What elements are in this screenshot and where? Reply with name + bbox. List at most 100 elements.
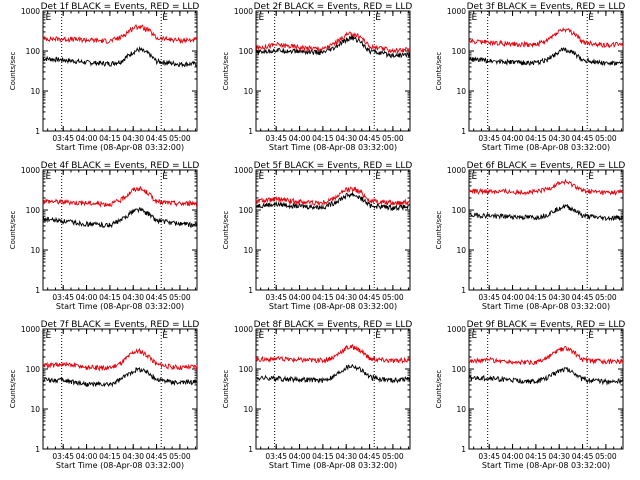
x-tick-label: 04:45	[359, 293, 381, 302]
plot-frame	[255, 10, 411, 132]
y-axis-label: Counts/sec	[9, 370, 17, 409]
x-tick-label: 04:15	[312, 134, 334, 143]
y-tick-label: 100	[452, 47, 467, 56]
y-tick-label: 1000	[447, 7, 466, 16]
series-lld-line	[42, 23, 198, 45]
e-marker-label: E	[375, 172, 381, 182]
x-tick-label: 04:00	[502, 293, 524, 302]
x-tick-label: 05:00	[382, 452, 404, 461]
y-tick-label: 10	[243, 246, 253, 255]
x-tick-label: 05:00	[595, 452, 617, 461]
y-tick-label: 100	[26, 206, 41, 215]
y-tick-label: 100	[239, 365, 254, 374]
series-events-line	[468, 366, 624, 386]
series-events-line	[42, 366, 198, 388]
e-marker-label: E	[162, 172, 168, 182]
x-axis-label: Start Time (08-Apr-08 03:32:00)	[56, 143, 184, 152]
e-marker-label: E	[259, 331, 265, 341]
series-lld-line	[468, 345, 624, 366]
detector-panel-3: Det 3f BLACK = Events, RED = LLD 1 10 100 10…	[435, 2, 625, 152]
x-tick-label: 04:30	[548, 452, 570, 461]
plot-frame	[255, 328, 411, 450]
panel-title: Det 8f BLACK = Events, RED = LLD	[254, 320, 413, 330]
x-tick-label: 04:45	[146, 293, 168, 302]
x-tick-label: 04:15	[312, 452, 334, 461]
y-tick-label: 1000	[21, 166, 40, 175]
series-events-line	[42, 45, 198, 68]
x-tick-label: 04:30	[335, 452, 357, 461]
x-tick-label: 04:00	[76, 293, 98, 302]
y-tick-label: 1000	[21, 7, 40, 16]
e-marker-label: E	[259, 172, 265, 182]
x-tick-label: 04:30	[548, 293, 570, 302]
x-tick-label: 04:15	[99, 452, 121, 461]
x-tick-label: 03:45	[52, 134, 74, 143]
x-tick-label: 03:45	[265, 452, 287, 461]
series-lld-line	[42, 186, 198, 208]
x-tick-label: 04:00	[289, 134, 311, 143]
detector-panel-2: Det 2f BLACK = Events, RED = LLD 1 10 100 10…	[222, 2, 412, 152]
e-marker-label: E	[162, 331, 168, 341]
series-events-line	[468, 46, 624, 67]
x-tick-label: 04:15	[525, 134, 547, 143]
x-tick-label: 04:45	[359, 134, 381, 143]
plot-frame	[42, 328, 198, 450]
x-tick-label: 05:00	[169, 293, 191, 302]
series-lld-line	[255, 343, 411, 365]
y-tick-label: 1000	[21, 325, 40, 334]
e-marker-label: E	[588, 13, 594, 23]
y-axis-label: Counts/sec	[222, 211, 230, 250]
y-tick-label: 1000	[447, 166, 466, 175]
y-tick-label: 1	[248, 286, 253, 295]
series-lld-line	[255, 186, 411, 207]
x-axis-label: Start Time (08-Apr-08 03:32:00)	[269, 143, 397, 152]
y-tick-label: 100	[452, 206, 467, 215]
x-tick-label: 04:45	[572, 293, 594, 302]
plot-frame	[468, 169, 624, 291]
y-tick-label: 1	[35, 286, 40, 295]
x-tick-label: 03:45	[52, 293, 74, 302]
x-tick-label: 04:15	[99, 293, 121, 302]
y-tick-label: 10	[243, 87, 253, 96]
x-tick-label: 03:45	[52, 452, 74, 461]
series-events-line	[468, 203, 624, 222]
x-tick-label: 04:45	[146, 452, 168, 461]
y-tick-label: 1	[35, 127, 40, 136]
y-tick-label: 1	[248, 445, 253, 454]
x-tick-label: 05:00	[595, 134, 617, 143]
panel-title: Det 5f BLACK = Events, RED = LLD	[254, 161, 413, 171]
y-axis-label: Counts/sec	[435, 370, 443, 409]
x-axis-label: Start Time (08-Apr-08 03:32:00)	[56, 461, 184, 470]
y-tick-label: 10	[30, 246, 40, 255]
x-tick-label: 04:30	[335, 293, 357, 302]
y-axis-label: Counts/sec	[9, 211, 17, 250]
panel-title: Det 7f BLACK = Events, RED = LLD	[41, 320, 200, 330]
x-tick-label: 04:00	[502, 134, 524, 143]
detector-panel-8: Det 8f BLACK = Events, RED = LLD 1 10 100 10…	[222, 320, 412, 470]
x-tick-label: 04:30	[122, 293, 144, 302]
y-tick-label: 100	[452, 365, 467, 374]
series-lld-line	[255, 31, 411, 55]
x-axis-label: Start Time (08-Apr-08 03:32:00)	[482, 143, 610, 152]
detector-panel-7: Det 7f BLACK = Events, RED = LLD 1 10 100 10…	[9, 320, 199, 470]
e-marker-label: E	[375, 331, 381, 341]
x-tick-label: 04:45	[572, 134, 594, 143]
y-tick-label: 10	[30, 405, 40, 414]
series-lld-line	[42, 347, 198, 372]
x-tick-label: 05:00	[169, 452, 191, 461]
x-tick-label: 04:30	[548, 134, 570, 143]
series-events-line	[255, 191, 411, 212]
series-lld-line	[468, 178, 624, 196]
panel-title: Det 3f BLACK = Events, RED = LLD	[467, 2, 626, 12]
x-tick-label: 03:45	[265, 134, 287, 143]
e-marker-label: E	[259, 13, 265, 23]
y-tick-label: 10	[456, 87, 466, 96]
y-axis-label: Counts/sec	[222, 370, 230, 409]
x-axis-label: Start Time (08-Apr-08 03:32:00)	[482, 302, 610, 311]
series-events-line	[255, 364, 411, 384]
plot-frame	[255, 169, 411, 291]
e-marker-label: E	[46, 172, 52, 182]
plot-frame	[42, 169, 198, 291]
y-axis-label: Counts/sec	[435, 211, 443, 250]
x-axis-label: Start Time (08-Apr-08 03:32:00)	[56, 302, 184, 311]
